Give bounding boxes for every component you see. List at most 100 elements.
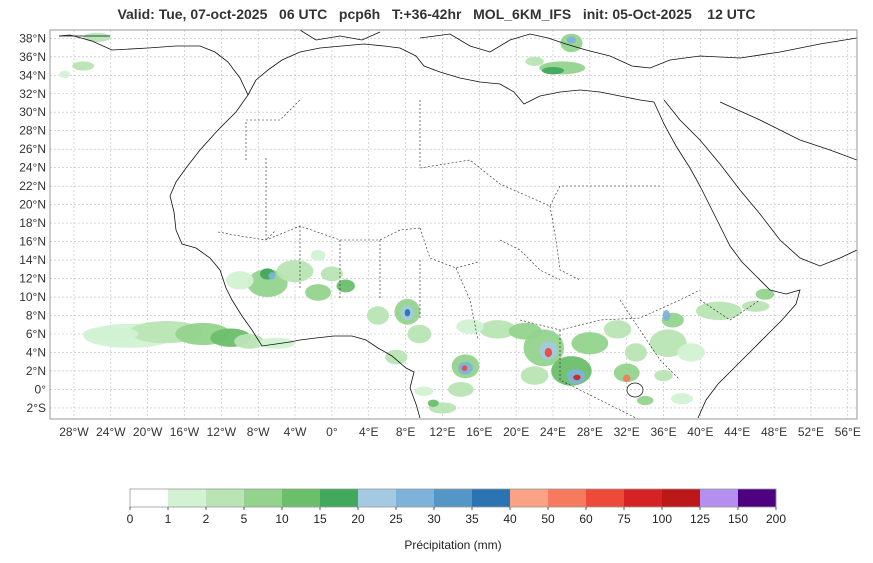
lat-tick-label: 24°N	[19, 161, 46, 175]
precip-cell-kenya	[662, 309, 670, 322]
lon-tick-label: 0°	[326, 425, 338, 439]
lat-tick-label: 14°N	[19, 253, 46, 267]
precip-cell-kenya	[670, 393, 694, 405]
precip-cell-sahel-central	[336, 279, 355, 293]
precip-cell-mediterranean-greece-aegean	[566, 36, 577, 44]
precip-cell-kenya	[677, 343, 705, 362]
precip-cell-sahel-central	[310, 249, 326, 261]
lon-tick-label: 20°W	[133, 425, 163, 439]
precip-cell-atlantic-near-canaries	[59, 70, 71, 79]
colorbar-tick-label: 15	[313, 512, 327, 526]
colorbar-tick-label: 50	[541, 512, 555, 526]
colorbar-swatch	[434, 489, 473, 507]
lon-tick-label: 4°E	[359, 425, 378, 439]
lat-tick-label: 16°N	[19, 235, 46, 249]
precip-cell-mediterranean-libyan-coast	[525, 56, 544, 67]
precip-cell-ethiopia-highlands	[741, 300, 770, 312]
precip-cell-nigeria-cameroon	[385, 349, 408, 365]
lon-tick-label: 8°W	[247, 425, 270, 439]
precip-cell-uganda-lake-victoria	[636, 395, 654, 406]
precip-cell-uganda-lake-victoria	[624, 343, 647, 362]
colorbar-tick-label: 20	[351, 512, 365, 526]
lat-tick-label: 8°N	[26, 309, 46, 323]
precip-cell-uganda-lake-victoria	[613, 363, 640, 383]
colorbar-tick-label: 200	[766, 512, 786, 526]
latitude-labels: 38°N 36°N 34°N 32°N 30°N 28°N 26°N 24°N 22°N 20°N…	[19, 31, 46, 415]
lon-tick-label: 28°W	[59, 425, 89, 439]
precip-cell-central-african-republic	[456, 319, 484, 334]
colorbar-swatch	[472, 489, 511, 507]
colorbar-tick-label: 0	[127, 512, 134, 526]
lon-tick-label: 8°E	[396, 425, 415, 439]
lat-tick-label: 0°	[35, 382, 47, 396]
colorbar-swatch	[358, 489, 397, 507]
colorbar-tick-label: 150	[728, 512, 748, 526]
lon-tick-label: 28°E	[577, 425, 603, 439]
lat-tick-label: 10°N	[19, 290, 46, 304]
east-africa-coast	[653, 101, 801, 419]
colorbar-tick-label: 10	[275, 512, 289, 526]
colorbar-swatch	[244, 489, 283, 507]
country-borders	[217, 99, 761, 419]
colorbar-tick-label: 25	[389, 512, 403, 526]
precip-cell-nigeria-cameroon	[407, 324, 432, 344]
lat-tick-label: 2°S	[27, 401, 46, 415]
precip-cell-ethiopia-highlands	[695, 301, 742, 321]
lon-tick-label: 36°E	[650, 425, 676, 439]
lon-tick-label: 24°W	[96, 425, 126, 439]
precip-cell-nigeria-cameroon	[366, 306, 390, 325]
colorbar-swatch	[738, 489, 777, 507]
map-frame	[49, 29, 858, 420]
lon-tick-label: 40°E	[687, 425, 713, 439]
precip-cell-gabon-coast	[414, 386, 434, 396]
lat-tick-label: 32°N	[19, 87, 46, 101]
colorbar-title: Précipitation (mm)	[404, 538, 501, 552]
north-africa-coast	[247, 43, 655, 105]
map-title: Valid: Tue, 07-oct-2025 06 UTC pcp6h T:+…	[117, 6, 756, 22]
precip-cell-uganda-lake-victoria	[603, 320, 632, 339]
lat-tick-label: 38°N	[19, 31, 46, 45]
lat-tick-label: 36°N	[19, 50, 46, 64]
colorbar-tick-label: 125	[690, 512, 710, 526]
lat-tick-label: 20°N	[19, 198, 46, 212]
colorbar-frame	[129, 488, 777, 508]
precip-cell-sahel-west	[268, 272, 276, 280]
longitude-labels: 28°W 24°W 20°W 16°W 12°W 8°W 4°W 0° 4°E 8°E 12°E 16…	[59, 425, 861, 439]
graticule	[50, 30, 857, 419]
lake-victoria	[626, 382, 644, 398]
precip-cell-congo-basin	[573, 374, 581, 381]
precip-cell-gabon-coast	[447, 382, 474, 397]
colorbar-swatch	[320, 489, 359, 507]
lon-tick-label: 24°E	[540, 425, 566, 439]
colorbar-tick-label: 1	[165, 512, 172, 526]
lat-tick-label: 34°N	[19, 68, 46, 82]
lat-tick-label: 22°N	[19, 179, 46, 193]
colorbar-swatch	[396, 489, 435, 507]
arabia-coast	[663, 99, 857, 267]
precip-cell-gabon-coast	[427, 399, 439, 407]
lon-tick-label: 4°W	[284, 425, 307, 439]
lon-tick-label: 16°E	[466, 425, 492, 439]
lon-tick-label: 44°E	[724, 425, 750, 439]
lon-tick-label: 32°E	[614, 425, 640, 439]
colorbar-tick-label: 60	[579, 512, 593, 526]
colorbar	[129, 488, 777, 510]
colorbar-swatch	[130, 489, 169, 507]
precip-cell-congo-basin	[520, 366, 549, 385]
precip-cell-sahel-central	[320, 266, 343, 282]
precip-cell-sahel-central	[305, 284, 331, 301]
colorbar-tick-label: 100	[652, 512, 672, 526]
lat-tick-label: 12°N	[19, 272, 46, 286]
colorbar-tick-label: 30	[427, 512, 441, 526]
precip-cell-sahel-west	[225, 271, 254, 290]
precip-cell-sahel-west	[276, 260, 314, 283]
precip-cell-kenya	[654, 370, 673, 382]
lat-tick-label: 28°N	[19, 124, 46, 138]
colorbar-tick-label: 40	[503, 512, 517, 526]
colorbar-swatch	[586, 489, 625, 507]
lat-tick-label: 26°N	[19, 142, 46, 156]
colorbar-swatch	[548, 489, 587, 507]
europe-coast	[59, 30, 857, 69]
colorbar-swatch	[700, 489, 739, 507]
